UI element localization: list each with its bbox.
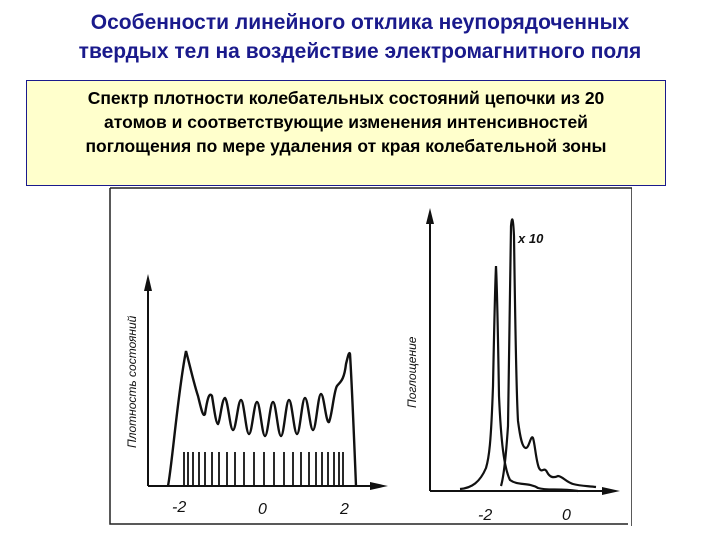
slide-title-line-2: твердых тел на воздействие электромагнит… [78, 40, 642, 63]
dos-curve [166, 350, 358, 487]
left-tick-0: 0 [258, 501, 267, 518]
figure-scan: Плотность состояний -2 0 2 Поглощение x … [108, 186, 633, 526]
left-panel: Плотность состояний -2 0 2 [125, 274, 388, 518]
right-x-axis-arrow [602, 487, 620, 495]
right-tick-minus-2: -2 [478, 507, 492, 524]
right-panel: Поглощение x 10 -2 0 [405, 208, 620, 524]
absorption-curve [459, 265, 579, 493]
left-y-axis-arrow [144, 274, 152, 291]
right-tick-0: 0 [562, 507, 571, 524]
left-tick-2: 2 [339, 501, 349, 518]
left-y-label: Плотность состояний [125, 315, 139, 448]
x10-annotation: x 10 [517, 231, 544, 246]
left-tick-minus-2: -2 [172, 499, 186, 516]
absorption-x10-curve [499, 218, 597, 489]
figure-svg: Плотность состояний -2 0 2 Поглощение x … [109, 187, 633, 526]
caption-line-1: Спектр плотности колебательных состояний… [87, 88, 605, 108]
right-y-axis-arrow [426, 208, 434, 224]
slide-title: Особенности линейного отклика неупорядоч… [0, 8, 720, 66]
caption-line-2: атомов и соответствующие изменения интен… [104, 112, 588, 132]
caption-box: Спектр плотности колебательных состояний… [26, 80, 666, 186]
left-x-axis-arrow [370, 482, 388, 490]
slide-title-line-1: Особенности линейного отклика неупорядоч… [90, 11, 630, 34]
caption-line-3: поглощения по мере удаления от края коле… [85, 136, 607, 156]
right-y-label: Поглощение [405, 336, 419, 408]
eigenvalue-sticks [183, 452, 344, 486]
